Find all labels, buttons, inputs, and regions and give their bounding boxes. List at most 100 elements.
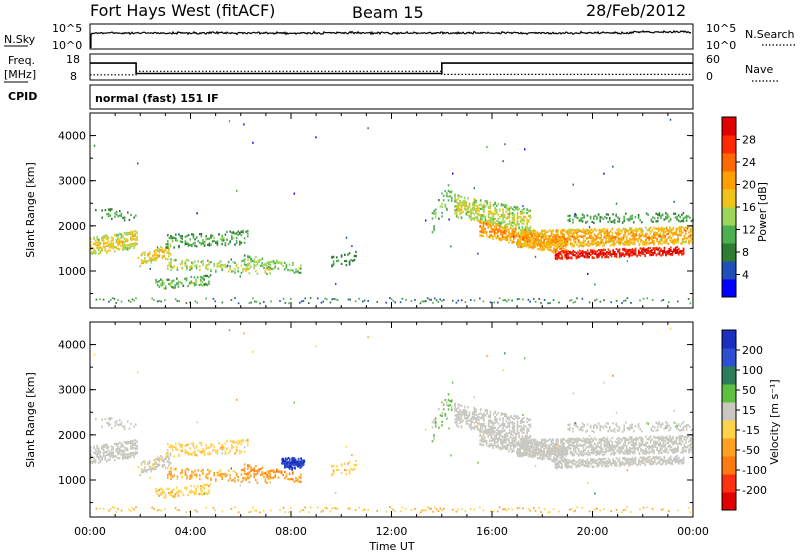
power-echo-cell: [669, 227, 671, 230]
power-echo-cell: [148, 253, 151, 256]
power-echo-cell: [633, 249, 635, 252]
velocity-echo-cell: [331, 474, 333, 477]
power-echo-cell: [102, 239, 105, 242]
power-echo-cell: [336, 260, 338, 263]
velocity-echo-cell: [499, 425, 501, 428]
power-echo-cell: [598, 232, 601, 235]
power-echo-cell: [542, 245, 545, 249]
velocity-echo-cell: [274, 471, 276, 474]
power-echo-cell: [248, 256, 251, 259]
velocity-echo-cell: [96, 455, 98, 458]
power-echo-cell: [140, 253, 143, 256]
power-echo-cell: [689, 236, 692, 240]
power-echo-cell: [550, 232, 553, 235]
power-echo-cell: [454, 212, 456, 215]
power-echo-cell: [147, 259, 149, 262]
velocity-echo-cell: [160, 493, 162, 496]
power-echo-cell: [475, 210, 477, 213]
velocity-echo-cell: [490, 436, 493, 439]
velocity-echo-cell: [109, 423, 111, 426]
power-echo-cell: [506, 236, 509, 239]
power-echo-cell: [269, 268, 271, 271]
power-echo-cell: [486, 202, 488, 205]
power-echo-cell: [483, 220, 485, 223]
power-echo-cell: [664, 227, 666, 230]
power-echo-cell: [616, 235, 618, 238]
velocity-echo-cell: [240, 473, 243, 476]
velocity-echo-cell: [176, 491, 178, 494]
power-echo-cell: [272, 262, 275, 265]
power-echo-cell: [205, 238, 207, 241]
power-echo-cell: [599, 216, 601, 219]
power-echo-cell: [637, 237, 639, 241]
power-echo-cell: [231, 231, 233, 234]
power-echo-cell: [555, 229, 558, 232]
velocity-echo-cell: [463, 412, 466, 415]
power-echo-cell: [564, 241, 566, 244]
power-echo-cell: [237, 267, 239, 270]
velocity-echo-cell: [288, 472, 291, 475]
velocity-echo-cell: [219, 474, 222, 477]
velocity-echo-cell: [505, 448, 507, 451]
power-echo-cell: [245, 230, 247, 233]
power-echo-cell: [680, 233, 682, 236]
power-echo-cell: [93, 242, 95, 245]
power-echo-cell: [527, 220, 530, 223]
power-echo-cell: [473, 216, 476, 220]
power-echo-cell: [683, 237, 686, 240]
power-echo-cell: [582, 241, 585, 244]
power-echo-cell: [485, 234, 488, 237]
power-echo-cell: [535, 234, 537, 238]
power-echo-cell: [545, 237, 547, 240]
velocity-echo-cell: [181, 475, 183, 478]
power-echo-cell: [565, 238, 567, 241]
velocity-echo-cell: [186, 473, 188, 476]
power-echo-cell: [189, 244, 191, 247]
power-echo-cell: [205, 235, 207, 238]
power-echo-cell: [503, 236, 505, 239]
power-ground-cell: [322, 300, 324, 303]
power-ground-cell: [423, 300, 425, 303]
power-echo-cell: [336, 256, 338, 259]
velocity-echo-cell: [210, 445, 212, 448]
power-echo-cell: [454, 195, 456, 198]
power-echo-cell: [641, 247, 643, 250]
power-echo-cell: [577, 235, 580, 238]
power-ground-cell: [317, 297, 319, 300]
velocity-echo-cell: [505, 439, 507, 442]
power-echo-cell: [599, 218, 601, 221]
velocity-echo-cell: [187, 451, 190, 454]
velocity-echo-cell: [128, 452, 130, 455]
velocity-echo-cell: [109, 417, 111, 420]
velocity-echo-cell: [332, 471, 335, 474]
power-echo-cell: [152, 254, 154, 257]
velocity-echo-cell: [434, 425, 437, 428]
power-echo-cell: [638, 233, 641, 236]
power-echo-cell: [163, 255, 165, 258]
power-echo-cell: [519, 212, 522, 216]
power-echo-cell: [528, 231, 530, 234]
power-echo-cell: [581, 217, 584, 220]
power-ground-cell: [347, 298, 350, 301]
velocity-echo-cell: [96, 444, 98, 447]
velocity-echo-cell: [167, 454, 169, 457]
power-echo-cell: [521, 243, 524, 246]
power-echo-cell: [139, 265, 141, 268]
velocity-echo-cell: [513, 422, 516, 425]
velocity-echo-cell: [470, 427, 472, 431]
velocity-echo-cell: [200, 484, 202, 488]
power-echo-cell: [598, 252, 600, 255]
power-echo-cell: [221, 234, 223, 238]
power-echo-cell: [609, 238, 612, 241]
power-echo-cell: [171, 236, 174, 239]
velocity-echo-cell: [192, 490, 194, 493]
velocity-echo-cell: [197, 449, 199, 452]
power-echo-cell: [580, 254, 582, 257]
power-echo-cell: [161, 281, 164, 284]
power-echo-cell: [590, 242, 593, 245]
power-echo-cell: [493, 234, 496, 238]
power-echo-cell: [631, 254, 634, 257]
velocity-echo-cell: [481, 415, 484, 418]
velocity-echo-cell: [107, 449, 110, 452]
power-echo-cell: [546, 238, 549, 241]
